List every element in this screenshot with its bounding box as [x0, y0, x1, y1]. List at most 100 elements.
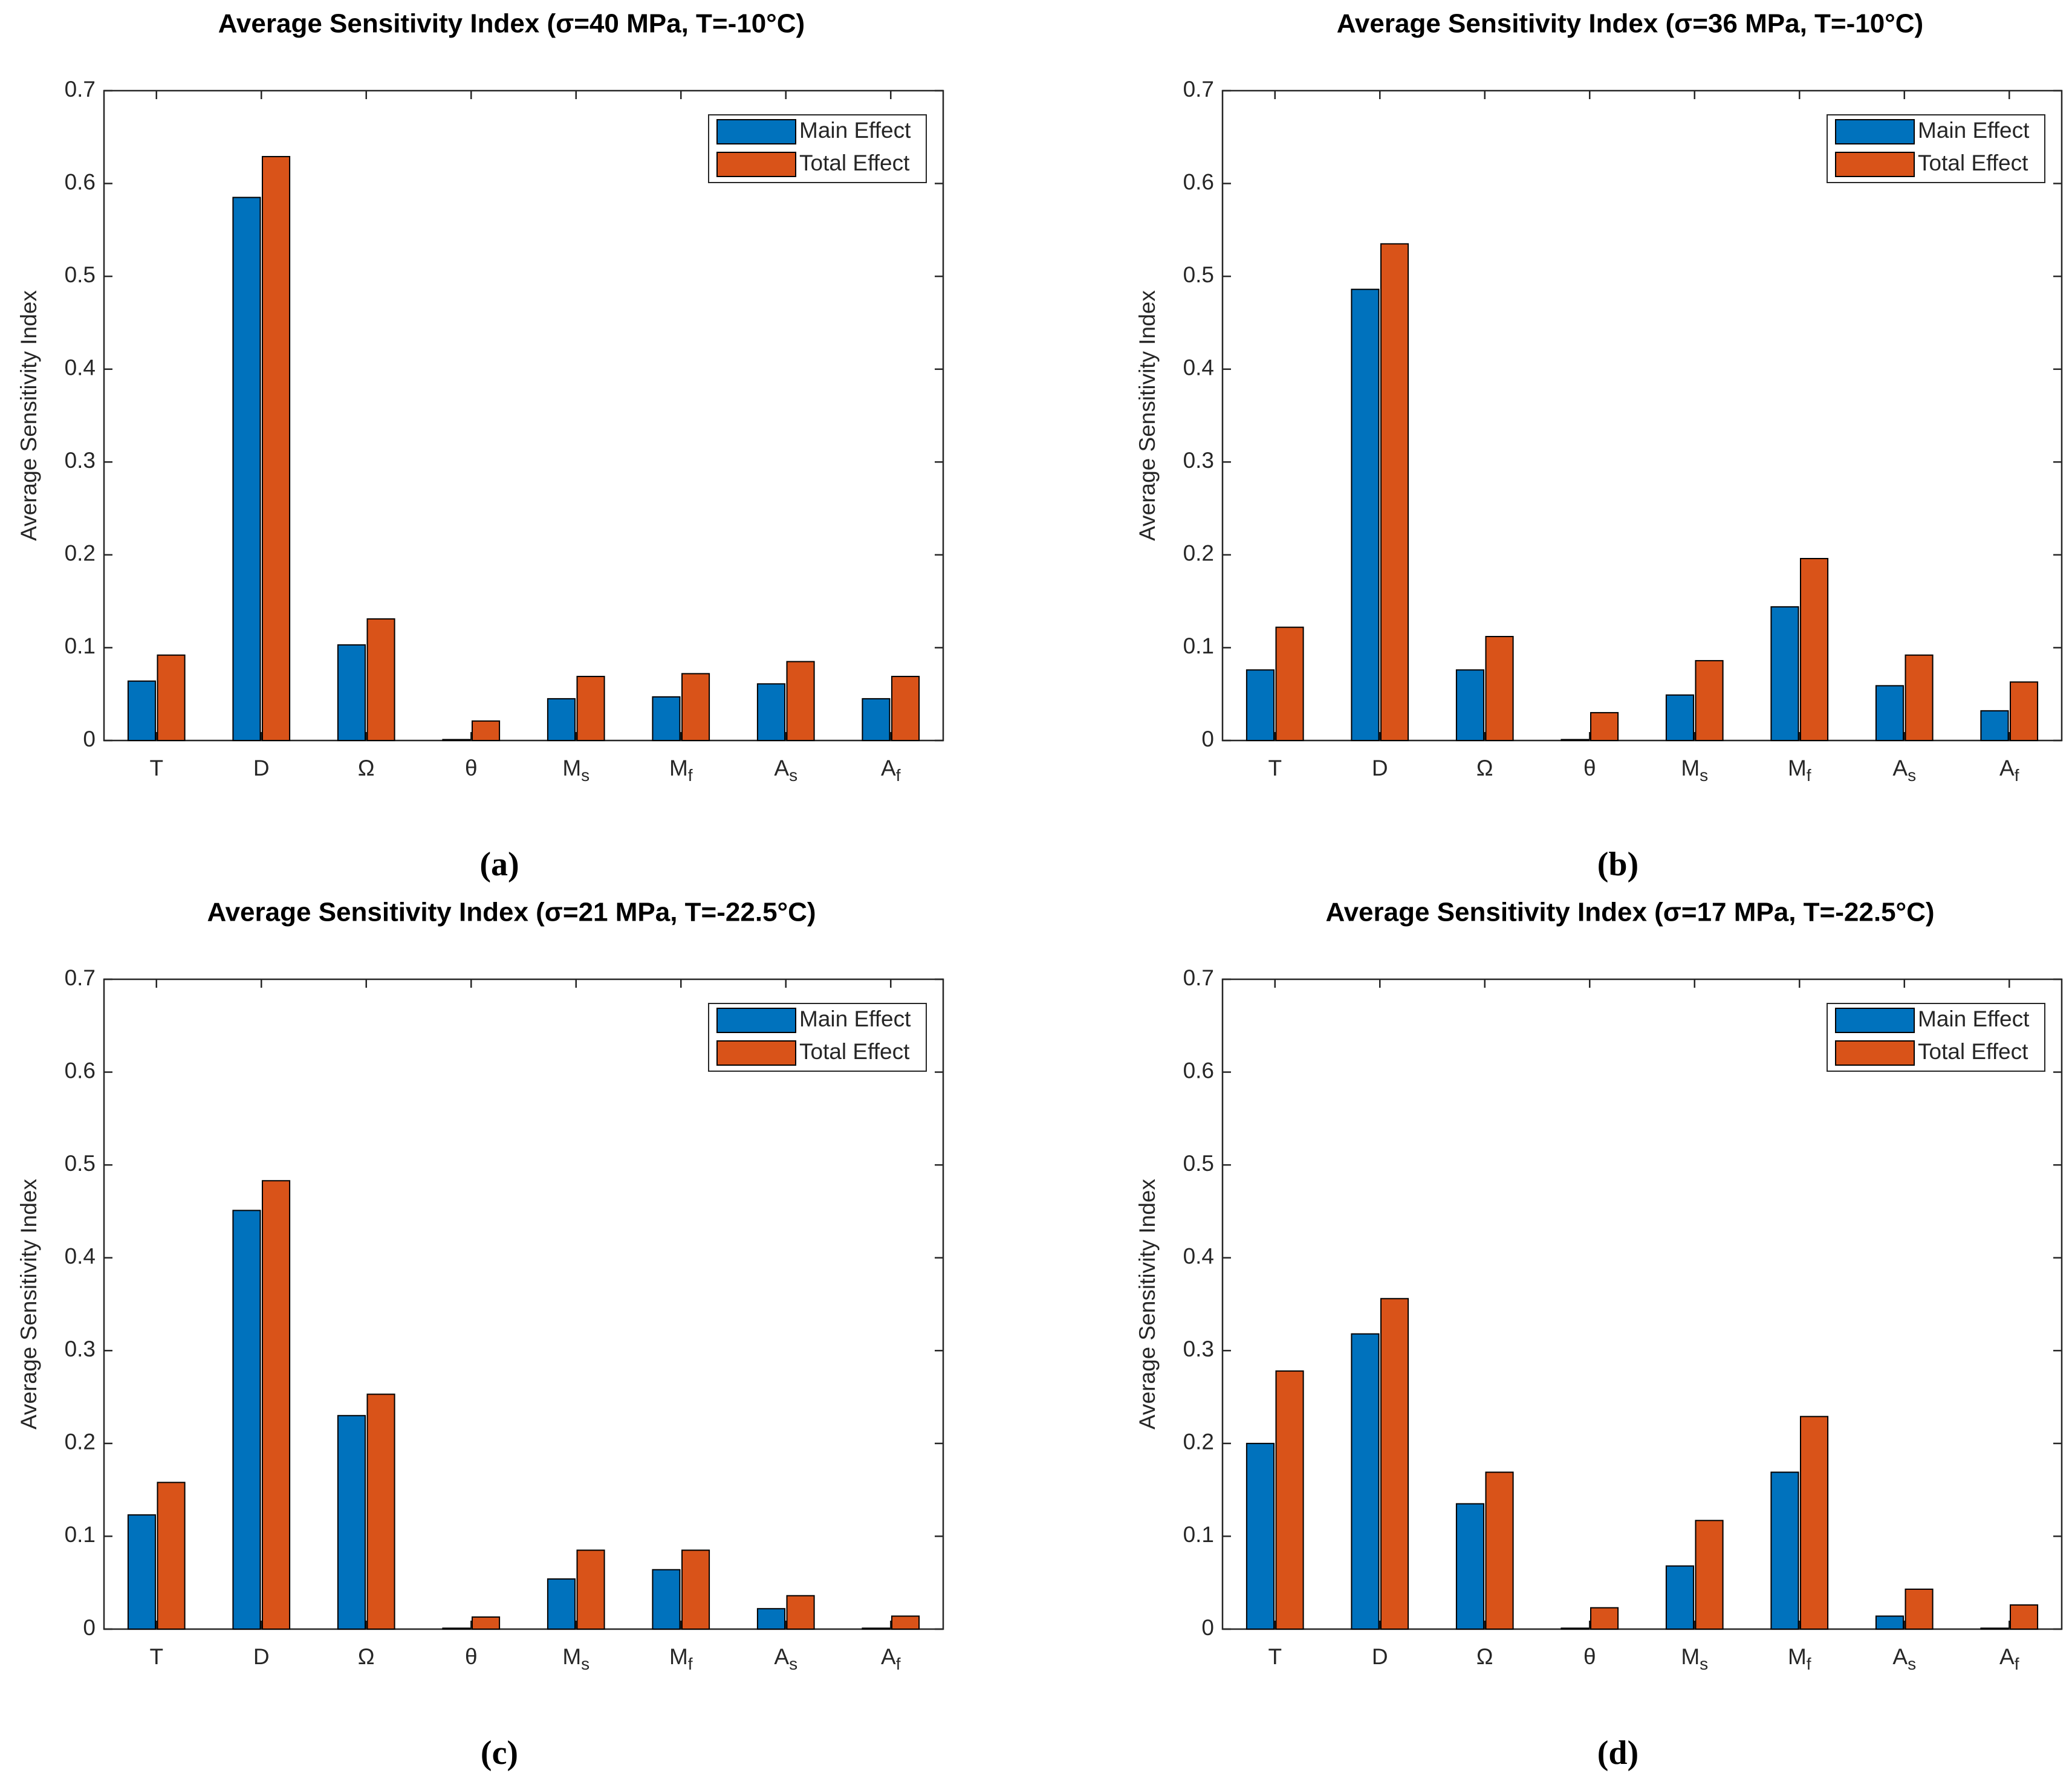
y-tick-label: 0.1	[65, 634, 96, 658]
y-tick-label: 0.2	[1183, 541, 1214, 566]
bar	[891, 1615, 920, 1630]
x-tick-label: Mf	[669, 1644, 693, 1674]
plot-area	[1221, 978, 2063, 1630]
y-tick-label: 0.3	[65, 1337, 96, 1361]
bar	[1275, 626, 1304, 741]
bar	[1695, 660, 1724, 742]
bar	[2009, 1604, 2039, 1630]
bar	[232, 1210, 261, 1630]
legend-swatch	[716, 1008, 796, 1033]
x-tick-label: Ms	[1681, 756, 1708, 785]
bar	[1245, 1442, 1275, 1630]
bar	[862, 1627, 891, 1630]
y-tick-label: 0.6	[65, 169, 96, 194]
x-tick-label: T	[149, 756, 163, 780]
bar	[1380, 1298, 1409, 1630]
bar	[1770, 1471, 1799, 1630]
y-tick-label: 0.6	[1183, 1058, 1214, 1083]
y-tick-label: 0.5	[1183, 262, 1214, 287]
y-axis-label: Average Sensitivity Index	[16, 1179, 41, 1430]
legend-swatch	[716, 152, 796, 177]
bar	[1560, 739, 1590, 741]
x-tick-label: As	[774, 756, 797, 785]
x-tick-label: T	[1268, 1644, 1282, 1669]
x-tick-label: Ω	[358, 1644, 375, 1669]
bar	[261, 156, 291, 741]
x-tick-label: D	[253, 756, 270, 780]
y-tick-label: 0.6	[1183, 169, 1214, 194]
x-tick-label: Af	[881, 756, 901, 785]
x-tick-label: Ms	[562, 1644, 589, 1674]
bar	[576, 676, 605, 742]
bar	[471, 1616, 501, 1630]
bar	[1905, 1588, 1934, 1630]
bar	[891, 676, 920, 742]
legend-swatch	[716, 119, 796, 144]
panel-label: (a)	[479, 846, 519, 883]
y-tick-label: 0.1	[1183, 1522, 1214, 1547]
plot-area	[1221, 89, 2063, 742]
legend-label: Main Effect	[799, 1006, 911, 1031]
chart-title: Average Sensitivity Index (σ=17 MPa, T=-…	[1325, 898, 1934, 927]
bar	[1275, 1370, 1304, 1630]
bar	[1875, 685, 1905, 741]
y-tick-label: 0.5	[1183, 1151, 1214, 1176]
y-tick-label: 0.3	[1183, 1337, 1214, 1361]
x-tick-label: Ω	[1476, 1644, 1493, 1669]
bar	[1980, 1627, 2009, 1630]
legend-swatch	[716, 1040, 796, 1066]
legend-label: Total Effect	[1918, 1039, 2028, 1064]
bar	[157, 654, 186, 741]
y-tick-label: 0	[1201, 727, 1214, 751]
y-tick-label: 0.3	[65, 448, 96, 473]
panel-label: (b)	[1597, 846, 1638, 883]
y-tick-label: 0.7	[65, 965, 96, 990]
legend-swatch	[1835, 152, 1915, 177]
y-tick-label: 0.1	[65, 1522, 96, 1547]
y-tick-label: 0	[1201, 1615, 1214, 1640]
x-tick-label: Ω	[1476, 756, 1493, 780]
legend-label: Total Effect	[799, 1039, 910, 1064]
y-tick-label: 0.4	[1183, 355, 1214, 380]
bar	[127, 680, 157, 741]
chart-title: Average Sensitivity Index (σ=36 MPa, T=-…	[1337, 9, 1923, 39]
y-tick-label: 0.5	[65, 262, 96, 287]
plot-area	[103, 978, 944, 1630]
bar	[127, 1514, 157, 1630]
x-tick-label: D	[1372, 1644, 1388, 1669]
legend-label: Main Effect	[1918, 1006, 2030, 1031]
y-tick-label: 0.5	[65, 1151, 96, 1176]
panel-label: (d)	[1597, 1734, 1638, 1772]
y-tick-label: 0.3	[1183, 448, 1214, 473]
bar	[261, 1180, 291, 1630]
bar	[1590, 1607, 1619, 1630]
bar	[2009, 681, 2039, 741]
legend-swatch	[1835, 1008, 1915, 1033]
x-tick-label: Mf	[669, 756, 693, 785]
bar	[576, 1549, 605, 1630]
bar	[1799, 558, 1829, 741]
x-tick-label: Ω	[358, 756, 375, 780]
legend-label: Main Effect	[799, 118, 911, 143]
bar	[547, 698, 576, 741]
x-tick-label: Ms	[1681, 1644, 1708, 1674]
y-tick-label: 0.7	[65, 77, 96, 102]
bar	[1351, 288, 1380, 741]
bar	[337, 1415, 366, 1630]
x-tick-label: θ	[465, 756, 478, 780]
bar	[471, 720, 501, 741]
legend-swatch	[1835, 119, 1915, 144]
x-tick-label: Af	[1999, 1644, 2019, 1674]
bar	[786, 661, 815, 741]
y-tick-label: 0.2	[1183, 1430, 1214, 1454]
x-tick-label: T	[149, 1644, 163, 1669]
bar	[1560, 1627, 1590, 1630]
y-axis-label: Average Sensitivity Index	[16, 290, 41, 541]
y-tick-label: 0.4	[1183, 1243, 1214, 1268]
legend-label: Total Effect	[1918, 151, 2028, 175]
bar	[442, 1627, 471, 1630]
y-tick-label: 0.7	[1183, 965, 1214, 990]
bar	[756, 683, 786, 741]
x-tick-label: θ	[465, 1644, 478, 1669]
